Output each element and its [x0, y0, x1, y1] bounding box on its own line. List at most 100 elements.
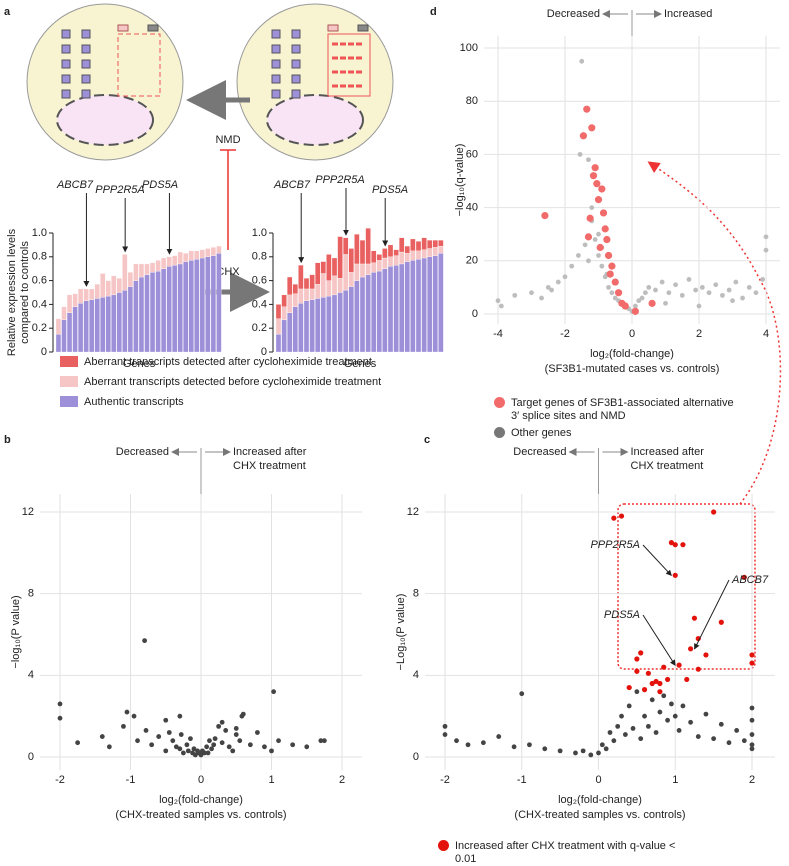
point: [598, 185, 606, 193]
point: [495, 298, 501, 304]
bar-segment: [144, 274, 150, 353]
point: [166, 730, 172, 735]
bar-segment: [287, 294, 293, 313]
x-tick-label: -1: [517, 774, 527, 786]
point: [584, 233, 593, 241]
direction-label: Decreased: [547, 8, 600, 20]
point: [657, 680, 663, 687]
point: [653, 287, 658, 293]
point: [733, 279, 739, 285]
point: [180, 750, 186, 756]
y-tick-label: 4: [28, 669, 34, 681]
bar-segment: [281, 294, 287, 307]
point: [749, 717, 755, 723]
point: [718, 619, 724, 625]
point: [679, 292, 685, 298]
y-axis-label: −log₁₀(P value): [10, 595, 22, 668]
bar-segment: [365, 274, 371, 353]
bar-segment: [315, 262, 321, 285]
bar-segment: [72, 293, 78, 307]
point: [205, 750, 211, 756]
point: [673, 282, 678, 288]
point: [586, 214, 594, 222]
point: [763, 247, 769, 253]
y-tick-label: 0.8: [32, 251, 47, 263]
bar-segment: [177, 251, 183, 265]
point: [695, 666, 701, 672]
bar-segment: [155, 260, 161, 272]
point: [106, 744, 112, 750]
x-tick-label: 0: [595, 774, 601, 786]
point: [734, 728, 740, 733]
point: [749, 652, 755, 658]
point: [599, 263, 605, 269]
point: [290, 742, 296, 748]
x-tick-label: 0: [629, 328, 635, 340]
bar-segment: [122, 254, 128, 291]
panel-letter: c: [424, 434, 430, 446]
bar-segment: [199, 249, 205, 259]
bar-segment: [275, 304, 282, 319]
chx-label: CHX: [216, 266, 240, 278]
bar-segment: [298, 288, 304, 304]
y-tick-label: 4: [413, 669, 419, 681]
bar-segment: [376, 254, 382, 261]
bar-segment: [172, 255, 178, 266]
bar-segment: [292, 306, 298, 353]
point: [601, 225, 609, 233]
annotation-arrow: [694, 579, 730, 650]
legend-label: Authentic transcripts: [84, 396, 184, 408]
point: [582, 242, 588, 248]
point: [636, 298, 642, 304]
point: [580, 748, 586, 754]
point: [684, 676, 690, 683]
x-tick-label: -4: [493, 328, 503, 340]
bar-segment: [298, 303, 304, 353]
x-axis-label: (CHX-treated samples vs. controls): [514, 809, 685, 821]
bar-segment: [382, 268, 388, 353]
x-axis-label: log₂(fold-change): [159, 794, 243, 806]
nmd-label: NMD: [215, 134, 240, 146]
bar-segment: [205, 248, 211, 257]
gene-annotation: PPP2R5A: [590, 539, 640, 551]
bar-segment: [432, 255, 438, 353]
point: [626, 684, 632, 691]
direction-label: Increased after: [233, 446, 307, 458]
bar-segment: [376, 270, 382, 353]
point: [592, 237, 598, 242]
y-axis-label: −Log₁₀(P value): [395, 594, 407, 671]
bar-segment: [61, 306, 67, 321]
point: [653, 678, 659, 685]
legend-item: Increased after CHX treatment with q-val…: [438, 840, 688, 866]
point: [672, 542, 678, 548]
point: [57, 701, 63, 707]
y-axis-label: compared to controls: [19, 241, 31, 344]
bar-segment: [399, 237, 405, 253]
point: [596, 243, 604, 252]
y-tick-label: 0.2: [252, 322, 267, 334]
bar-segment: [326, 295, 332, 353]
bar-segment: [387, 244, 394, 257]
panel-letter: d: [430, 6, 437, 18]
bar-segment: [331, 294, 338, 353]
y-tick-label: 8: [28, 588, 34, 600]
point: [630, 726, 636, 731]
legend-swatch: [60, 356, 78, 367]
point: [726, 740, 732, 746]
point: [611, 515, 617, 521]
point: [579, 58, 585, 64]
point: [562, 274, 568, 280]
bar-segment: [77, 303, 84, 353]
point: [545, 285, 551, 290]
bar-segment: [194, 259, 200, 353]
direction-label: Decreased: [116, 446, 169, 458]
bar-segment: [138, 276, 145, 353]
bar-segment: [382, 257, 388, 269]
bar-segment: [382, 248, 388, 259]
point: [124, 709, 130, 715]
x-tick-label: 0: [198, 774, 204, 786]
point: [688, 646, 694, 652]
bar-segment: [438, 245, 444, 254]
point: [142, 638, 148, 644]
bar-segment: [111, 294, 117, 353]
